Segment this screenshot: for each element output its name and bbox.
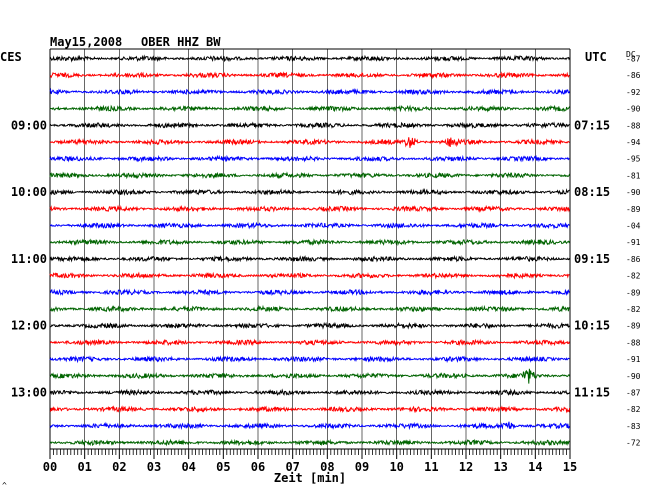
dc-offset-label: -83 — [626, 422, 641, 431]
seismic-trace — [49, 355, 570, 364]
seismic-trace — [49, 421, 571, 431]
x-tick-label: 14 — [528, 460, 542, 474]
x-axis-label: Zeit [min] — [274, 471, 346, 485]
x-tick-label: 03 — [147, 460, 161, 474]
dc-offset-label: -89 — [626, 288, 641, 297]
time-labels: 09:00 07:15 10:00 08:15 11:00 09:15 12:00 10:15… — [11, 118, 610, 399]
x-tick-label: 04 — [181, 460, 195, 474]
dc-offset-label: -82 — [626, 405, 641, 414]
x-tick-label: 05 — [216, 460, 230, 474]
seismic-trace — [49, 304, 570, 313]
dc-offset-label: -90 — [626, 188, 641, 197]
left-time-label: 09:00 — [11, 118, 47, 132]
seismic-trace — [49, 54, 571, 63]
dc-offset-label: -92 — [626, 88, 641, 97]
right-time-label: 07:15 — [574, 118, 610, 132]
dc-offset-labels: -87 -86 -92 -90 -88 -94 -95 -81 -90 -89 -04 -91 -86 -… — [626, 55, 641, 448]
seismic-trace — [49, 137, 570, 148]
x-tick-label: 15 — [563, 460, 577, 474]
left-time-label: 13:00 — [11, 386, 47, 400]
x-tick-label: 13 — [493, 460, 507, 474]
x-tick-label: 11 — [424, 460, 438, 474]
seismic-trace — [49, 187, 570, 197]
seismic-trace — [49, 338, 571, 347]
x-tick-label: 02 — [112, 460, 126, 474]
seismic-trace — [49, 438, 570, 447]
chart-date: May15,2008 — [50, 35, 122, 49]
dc-offset-label: -04 — [626, 222, 641, 231]
right-timezone-label: UTC — [585, 50, 607, 64]
dc-offset-label: -88 — [626, 338, 641, 347]
seismic-trace — [49, 121, 570, 130]
seismic-trace — [49, 221, 570, 230]
dc-offset-label: -89 — [626, 322, 641, 331]
seismic-trace — [49, 321, 571, 330]
corner-mark: ^ — [2, 481, 7, 490]
dc-offset-label: -91 — [626, 238, 641, 247]
dc-offset-label: -86 — [626, 255, 641, 264]
seismic-trace — [49, 254, 571, 263]
left-time-label: 11:00 — [11, 252, 47, 266]
seismic-trace — [49, 104, 571, 113]
seismic-trace — [49, 71, 570, 80]
chart-station: OBER HHZ BW — [141, 35, 221, 49]
dc-column-label: DC — [626, 50, 636, 59]
seismic-trace — [49, 87, 571, 96]
dc-offset-label: -72 — [626, 439, 641, 448]
dc-offset-label: -90 — [626, 372, 641, 381]
x-tick-label: 12 — [459, 460, 473, 474]
seismic-trace — [49, 238, 571, 247]
seismic-trace — [49, 271, 570, 280]
dc-offset-label: -90 — [626, 105, 641, 114]
left-time-label: 10:00 — [11, 185, 47, 199]
dc-offset-label: -87 — [626, 389, 641, 398]
right-time-label: 09:15 — [574, 252, 610, 266]
x-tick-label: 01 — [77, 460, 91, 474]
x-tick-label: 08 — [320, 460, 334, 474]
x-axis: 00 01 02 03 04 05 06 07 08 09 10 11 12 13 14 15 — [43, 449, 577, 474]
dc-offset-label: -82 — [626, 305, 641, 314]
left-time-label: 12:00 — [11, 319, 47, 333]
x-tick-label: 06 — [251, 460, 265, 474]
dc-offset-label: -86 — [626, 71, 641, 80]
dc-offset-label: -87 — [626, 55, 641, 64]
right-time-label: 10:15 — [574, 319, 610, 333]
seismic-trace — [49, 288, 570, 297]
dc-offset-label: -91 — [626, 355, 641, 364]
dc-offset-label: -95 — [626, 155, 641, 164]
dc-offset-label: -88 — [626, 121, 641, 130]
dc-offset-label: -89 — [626, 205, 641, 214]
x-tick-label: 07 — [285, 460, 299, 474]
trace-group — [49, 54, 571, 447]
seismic-trace — [49, 204, 571, 213]
x-tick-label: 09 — [355, 460, 369, 474]
right-time-label: 08:15 — [574, 185, 610, 199]
seismic-trace — [49, 368, 571, 384]
left-timezone-label: CES — [0, 50, 22, 64]
dc-offset-label: -94 — [626, 138, 641, 147]
seismic-trace — [49, 171, 571, 180]
seismic-trace — [49, 405, 571, 414]
dc-offset-label: -82 — [626, 272, 641, 281]
seismic-trace — [49, 388, 571, 397]
dc-offset-label: -81 — [626, 171, 641, 180]
seismic-trace — [49, 154, 570, 163]
x-tick-label: 10 — [389, 460, 403, 474]
right-time-label: 11:15 — [574, 386, 610, 400]
x-tick-label: 00 — [43, 460, 57, 474]
